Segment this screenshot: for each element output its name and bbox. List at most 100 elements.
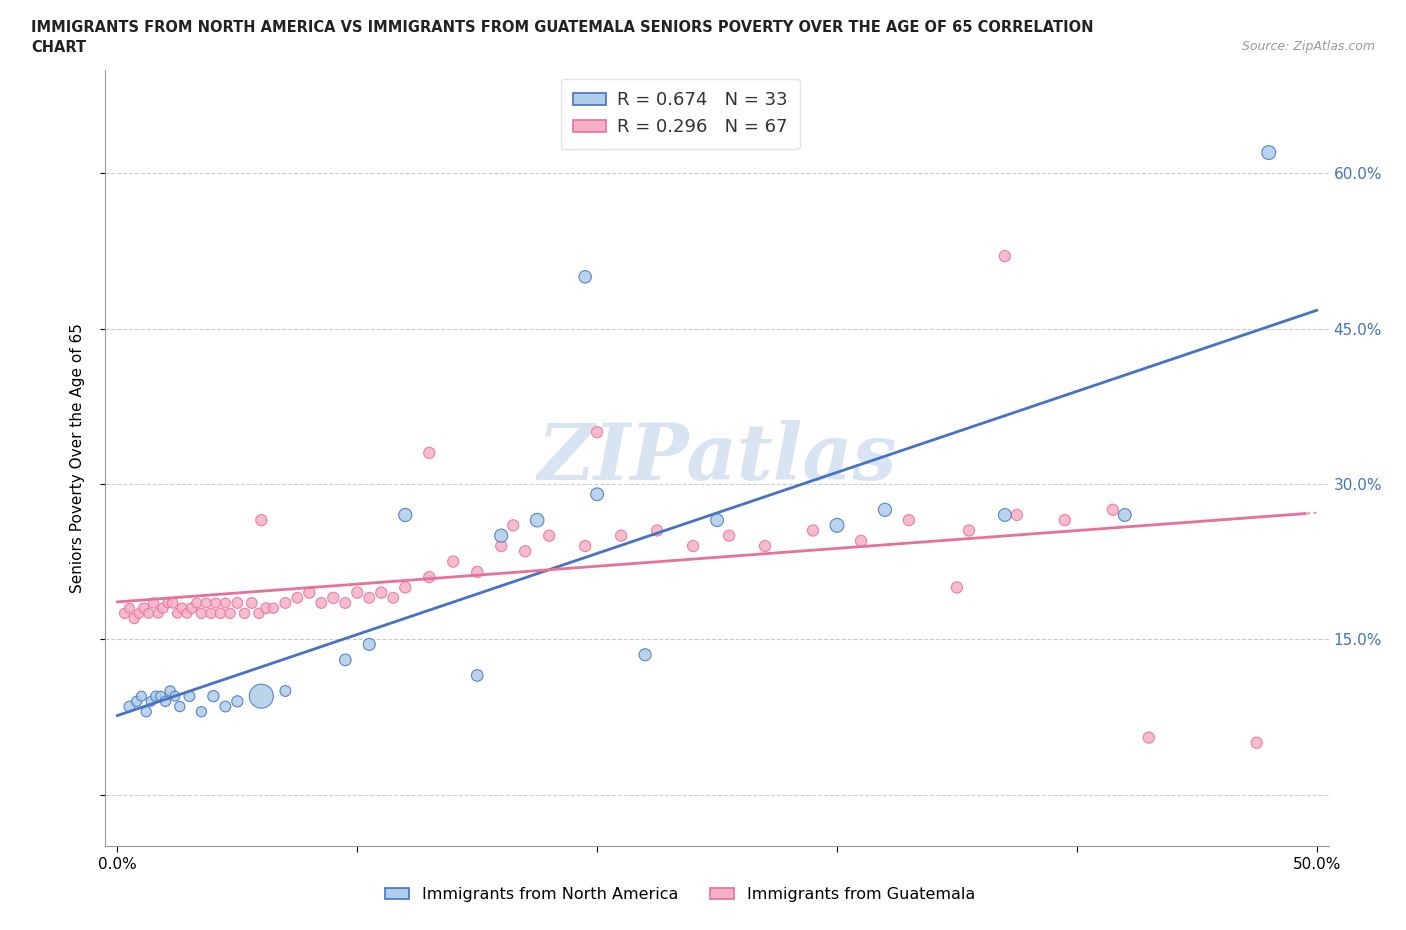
Point xyxy=(152,601,174,616)
Point xyxy=(163,689,186,704)
Point xyxy=(346,585,368,600)
Point xyxy=(195,595,218,610)
Point xyxy=(169,699,191,714)
Point xyxy=(526,512,548,527)
Point xyxy=(1101,502,1123,517)
Y-axis label: Seniors Poverty Over the Age of 65: Seniors Poverty Over the Age of 65 xyxy=(70,323,84,593)
Point xyxy=(176,606,198,621)
Legend: Immigrants from North America, Immigrants from Guatemala: Immigrants from North America, Immigrant… xyxy=(380,881,981,909)
Point xyxy=(250,512,273,527)
Point xyxy=(149,689,172,704)
Point xyxy=(172,601,194,616)
Point xyxy=(118,699,141,714)
Point xyxy=(156,595,179,610)
Point xyxy=(645,523,668,538)
Point xyxy=(1137,730,1160,745)
Point xyxy=(370,585,392,600)
Point xyxy=(125,694,148,709)
Point xyxy=(148,606,170,621)
Point xyxy=(335,595,357,610)
Point xyxy=(515,544,537,559)
Point xyxy=(240,595,263,610)
Point xyxy=(489,528,512,543)
Point xyxy=(322,591,344,605)
Point xyxy=(166,606,188,621)
Point xyxy=(873,502,896,517)
Point xyxy=(489,538,512,553)
Point xyxy=(538,528,561,543)
Point xyxy=(190,606,212,621)
Point xyxy=(200,606,222,621)
Point xyxy=(128,606,150,621)
Text: IMMIGRANTS FROM NORTH AMERICA VS IMMIGRANTS FROM GUATEMALA SENIORS POVERTY OVER : IMMIGRANTS FROM NORTH AMERICA VS IMMIGRA… xyxy=(31,20,1094,35)
Point xyxy=(634,647,657,662)
Text: ZIPatlas: ZIPatlas xyxy=(537,419,897,497)
Point xyxy=(247,606,270,621)
Text: CHART: CHART xyxy=(31,40,86,55)
Point xyxy=(219,606,242,621)
Point xyxy=(145,689,167,704)
Point xyxy=(382,591,405,605)
Point xyxy=(801,523,824,538)
Point xyxy=(897,512,920,527)
Point xyxy=(418,445,440,460)
Point xyxy=(142,595,165,610)
Point xyxy=(718,528,741,543)
Point xyxy=(226,595,249,610)
Point xyxy=(159,684,181,698)
Point xyxy=(114,606,136,621)
Point xyxy=(131,689,153,704)
Point xyxy=(233,606,256,621)
Text: Source: ZipAtlas.com: Source: ZipAtlas.com xyxy=(1241,40,1375,53)
Point xyxy=(1005,508,1028,523)
Point xyxy=(994,508,1017,523)
Point xyxy=(574,270,596,285)
Point xyxy=(586,486,609,501)
Point xyxy=(418,570,440,585)
Point xyxy=(335,653,357,668)
Point xyxy=(179,689,201,704)
Point xyxy=(226,694,249,709)
Point xyxy=(209,606,232,621)
Point xyxy=(118,601,141,616)
Point xyxy=(311,595,333,610)
Point xyxy=(190,704,212,719)
Point xyxy=(394,508,416,523)
Point xyxy=(682,538,704,553)
Point xyxy=(250,689,273,704)
Point xyxy=(465,668,488,683)
Point xyxy=(441,554,464,569)
Point xyxy=(994,248,1017,263)
Point xyxy=(138,606,160,621)
Point xyxy=(825,518,848,533)
Point xyxy=(122,611,145,626)
Point xyxy=(586,425,609,440)
Point xyxy=(465,565,488,579)
Point xyxy=(394,580,416,595)
Point xyxy=(162,595,184,610)
Point xyxy=(849,534,872,549)
Point xyxy=(135,704,157,719)
Point xyxy=(262,601,284,616)
Point xyxy=(706,512,728,527)
Point xyxy=(202,689,225,704)
Point xyxy=(214,595,236,610)
Point xyxy=(155,694,177,709)
Point xyxy=(1257,145,1279,160)
Point xyxy=(298,585,321,600)
Point xyxy=(502,518,524,533)
Point xyxy=(204,595,226,610)
Point xyxy=(946,580,969,595)
Point xyxy=(132,601,155,616)
Point xyxy=(610,528,633,543)
Point xyxy=(1053,512,1076,527)
Point xyxy=(285,591,308,605)
Point xyxy=(957,523,980,538)
Point xyxy=(359,637,381,652)
Point xyxy=(754,538,776,553)
Point xyxy=(1246,736,1268,751)
Point xyxy=(1114,508,1136,523)
Point xyxy=(214,699,236,714)
Point xyxy=(139,694,162,709)
Point xyxy=(274,595,297,610)
